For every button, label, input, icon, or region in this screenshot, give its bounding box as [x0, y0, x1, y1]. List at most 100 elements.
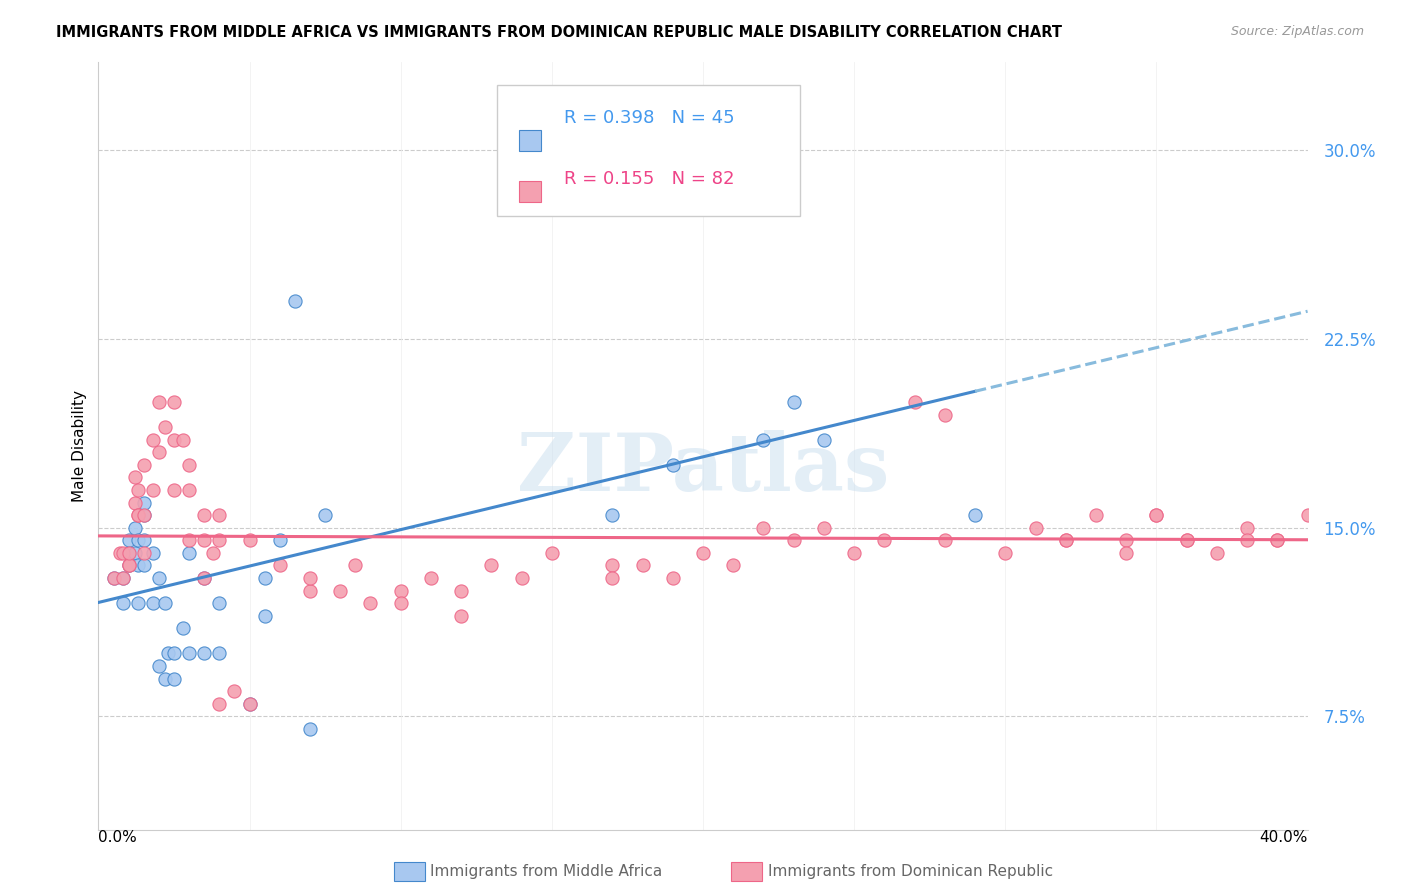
Point — [163, 672, 186, 686]
Point — [602, 508, 624, 523]
Point — [111, 571, 134, 585]
Point — [193, 533, 215, 548]
Point — [1024, 521, 1046, 535]
Point — [179, 458, 201, 472]
Point — [299, 583, 322, 598]
Point — [127, 483, 149, 497]
Point — [108, 546, 131, 560]
Point — [118, 546, 141, 560]
Point — [692, 546, 714, 560]
Point — [253, 571, 276, 585]
Point — [1206, 546, 1229, 560]
Point — [602, 169, 624, 183]
Point — [153, 596, 176, 610]
Point — [1296, 508, 1319, 523]
Point — [208, 596, 231, 610]
Point — [132, 558, 155, 573]
Point — [344, 558, 367, 573]
Point — [510, 571, 533, 585]
Y-axis label: Male Disability: Male Disability — [72, 390, 87, 502]
Point — [179, 546, 201, 560]
Point — [314, 508, 336, 523]
Point — [389, 583, 412, 598]
Point — [148, 571, 170, 585]
Point — [1054, 533, 1077, 548]
Point — [1267, 533, 1289, 548]
Point — [752, 521, 775, 535]
Point — [193, 647, 215, 661]
Point — [163, 483, 186, 497]
Point — [208, 697, 231, 711]
Point — [118, 558, 141, 573]
Point — [602, 558, 624, 573]
Point — [844, 546, 866, 560]
Point — [148, 395, 170, 409]
Point — [783, 533, 806, 548]
Point — [127, 508, 149, 523]
Point — [420, 571, 443, 585]
Point — [299, 571, 322, 585]
Point — [1115, 533, 1137, 548]
Point — [389, 596, 412, 610]
Point — [1267, 533, 1289, 548]
Point — [1236, 533, 1258, 548]
Point — [124, 521, 146, 535]
Point — [127, 596, 149, 610]
Point — [163, 647, 186, 661]
Point — [127, 558, 149, 573]
Point — [631, 558, 654, 573]
Point — [360, 596, 382, 610]
FancyBboxPatch shape — [519, 130, 541, 151]
Point — [661, 571, 683, 585]
Point — [142, 433, 165, 447]
Point — [329, 583, 352, 598]
Point — [179, 647, 201, 661]
Point — [124, 495, 146, 509]
Point — [299, 722, 322, 736]
Point — [208, 533, 231, 548]
Point — [269, 558, 291, 573]
Point — [142, 546, 165, 560]
Point — [179, 483, 201, 497]
Point — [193, 571, 215, 585]
Point — [172, 621, 194, 635]
Point — [193, 571, 215, 585]
Point — [284, 294, 307, 309]
Text: R = 0.398   N = 45: R = 0.398 N = 45 — [564, 109, 734, 127]
Point — [124, 546, 146, 560]
Point — [1175, 533, 1198, 548]
Point — [118, 558, 141, 573]
Text: 0.0%: 0.0% — [98, 830, 138, 845]
Point — [239, 533, 262, 548]
Point — [752, 433, 775, 447]
Point — [132, 495, 155, 509]
Point — [118, 546, 141, 560]
Point — [1144, 508, 1167, 523]
Point — [153, 672, 176, 686]
Point — [540, 546, 562, 560]
Point — [1085, 508, 1108, 523]
Point — [934, 408, 956, 422]
Point — [661, 458, 683, 472]
Point — [269, 533, 291, 548]
Point — [239, 697, 262, 711]
Point — [179, 533, 201, 548]
Point — [132, 508, 155, 523]
Point — [873, 533, 896, 548]
Point — [202, 546, 225, 560]
Point — [965, 508, 987, 523]
Point — [239, 697, 262, 711]
Point — [783, 395, 806, 409]
Point — [156, 647, 179, 661]
Point — [1115, 546, 1137, 560]
FancyBboxPatch shape — [498, 86, 800, 216]
Point — [208, 647, 231, 661]
Point — [813, 433, 835, 447]
Point — [118, 533, 141, 548]
Point — [208, 508, 231, 523]
Text: R = 0.155   N = 82: R = 0.155 N = 82 — [564, 170, 734, 188]
Point — [481, 558, 503, 573]
Point — [148, 659, 170, 673]
Point — [253, 608, 276, 623]
Point — [1144, 508, 1167, 523]
